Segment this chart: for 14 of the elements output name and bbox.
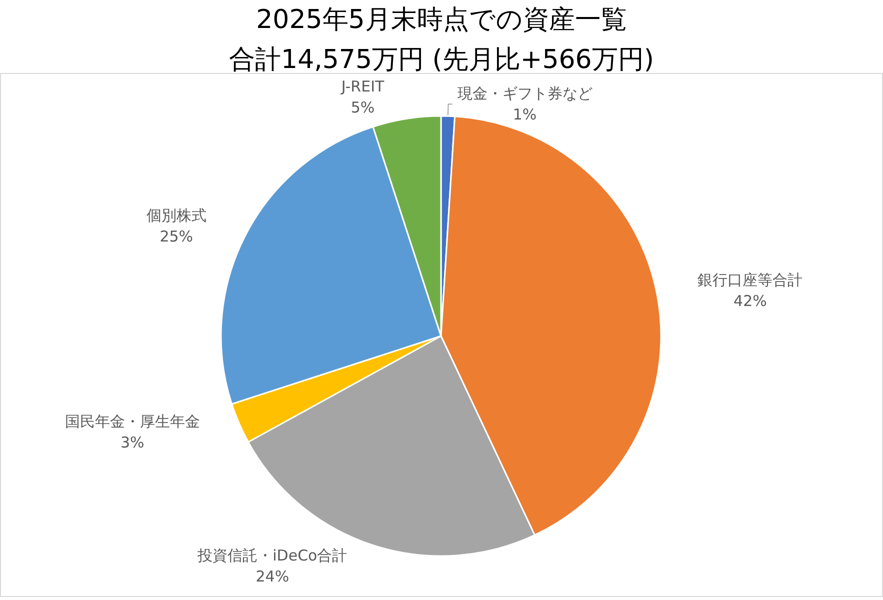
chart-subtitle: 合計14,575万円 (先月比+566万円) (229, 45, 654, 75)
slice-label: 国民年金・厚生年金 (64, 412, 200, 431)
slice-label: 個別株式 (146, 206, 206, 225)
data-label: 5% (350, 98, 375, 116)
slice-label: 投資信託・iDeCo合計 (196, 546, 348, 565)
chart-title: 2025年5月末時点での資産一覧 (256, 5, 627, 35)
slice-label: J-REIT (340, 77, 385, 96)
slice-label: 現金・ギフト券など (457, 84, 592, 103)
data-label: 3% (120, 434, 144, 452)
data-label: 25% (160, 228, 194, 246)
data-label: 1% (512, 106, 537, 124)
data-label: 24% (256, 568, 290, 586)
slice-label: 銀行口座等合計 (698, 271, 803, 290)
data-label: 42% (734, 292, 767, 310)
